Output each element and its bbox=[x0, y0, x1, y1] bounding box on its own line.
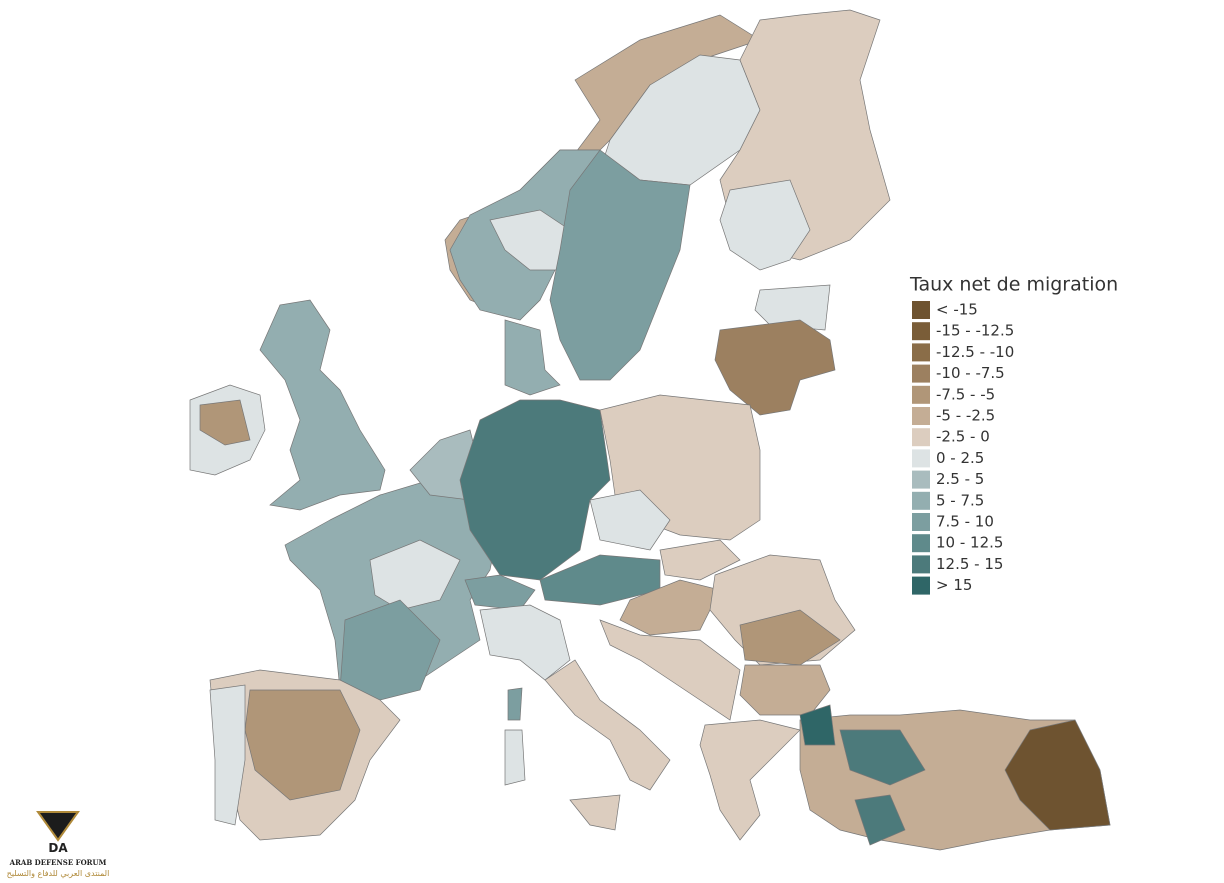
region bbox=[549, 149, 691, 381]
region bbox=[839, 729, 926, 786]
region bbox=[464, 574, 536, 611]
region bbox=[209, 684, 246, 826]
legend-label: > 15 bbox=[936, 576, 972, 594]
legend-label: -15 - -12.5 bbox=[936, 322, 1014, 340]
legend-swatch bbox=[912, 534, 930, 553]
legend-label: -10 - -7.5 bbox=[936, 364, 1005, 382]
region bbox=[699, 719, 801, 841]
region bbox=[259, 299, 386, 511]
logo-name: ARAB DEFENSE FORUM bbox=[9, 858, 107, 867]
legend-swatch bbox=[912, 513, 930, 531]
legend-swatch bbox=[912, 301, 930, 319]
region bbox=[504, 729, 526, 786]
legend-swatch bbox=[912, 407, 930, 425]
region bbox=[659, 539, 741, 581]
region bbox=[244, 689, 361, 801]
legend-swatch bbox=[912, 428, 930, 447]
region bbox=[504, 319, 561, 396]
legend-swatch bbox=[912, 449, 930, 468]
legend-label: -7.5 - -5 bbox=[936, 385, 995, 403]
region bbox=[1004, 719, 1111, 831]
map bbox=[189, 9, 1111, 851]
region bbox=[589, 489, 671, 551]
region bbox=[714, 319, 836, 416]
watermark: DA ARAB DEFENSE FORUM المنتدى العربي للد… bbox=[7, 811, 110, 878]
legend-label: 12.5 - 15 bbox=[936, 555, 1003, 573]
region bbox=[739, 664, 831, 716]
logo-mark: DA bbox=[48, 841, 68, 855]
region bbox=[544, 659, 671, 791]
region bbox=[199, 399, 251, 446]
legend-swatch bbox=[912, 470, 930, 489]
logo-arabic: المنتدى العربي للدفاع والتسليح bbox=[7, 869, 110, 878]
region bbox=[599, 619, 741, 721]
region bbox=[739, 609, 841, 666]
region bbox=[507, 687, 523, 721]
legend-swatch bbox=[912, 576, 930, 595]
legend-swatch bbox=[912, 322, 930, 341]
legend-label: -2.5 - 0 bbox=[936, 428, 990, 446]
region bbox=[799, 704, 836, 746]
legend-title: Taux net de migration bbox=[909, 274, 1118, 296]
legend-label: < -15 bbox=[936, 301, 978, 319]
legend-label: 5 - 7.5 bbox=[936, 491, 984, 509]
region bbox=[459, 399, 611, 581]
legend-label: 7.5 - 10 bbox=[936, 513, 994, 531]
legend-label: 2.5 - 5 bbox=[936, 470, 984, 488]
legend-swatch bbox=[912, 555, 930, 574]
legend-label: 0 - 2.5 bbox=[936, 449, 984, 467]
legend-swatch bbox=[912, 364, 930, 383]
legend-swatch bbox=[912, 491, 930, 510]
legend-label: 10 - 12.5 bbox=[936, 534, 1003, 552]
region bbox=[479, 604, 571, 681]
region bbox=[719, 179, 811, 271]
region bbox=[369, 539, 461, 611]
legend-swatch bbox=[912, 385, 930, 404]
legend: Taux net de migration < -15 -15 - -12.5 -1… bbox=[909, 274, 1118, 595]
region bbox=[569, 794, 621, 831]
region bbox=[619, 579, 721, 636]
legend-label: -5 - -2.5 bbox=[936, 407, 995, 425]
legend-swatch bbox=[912, 343, 930, 362]
logo-shield bbox=[36, 811, 80, 842]
region bbox=[854, 794, 906, 846]
legend-label: -12.5 - -10 bbox=[936, 343, 1014, 361]
